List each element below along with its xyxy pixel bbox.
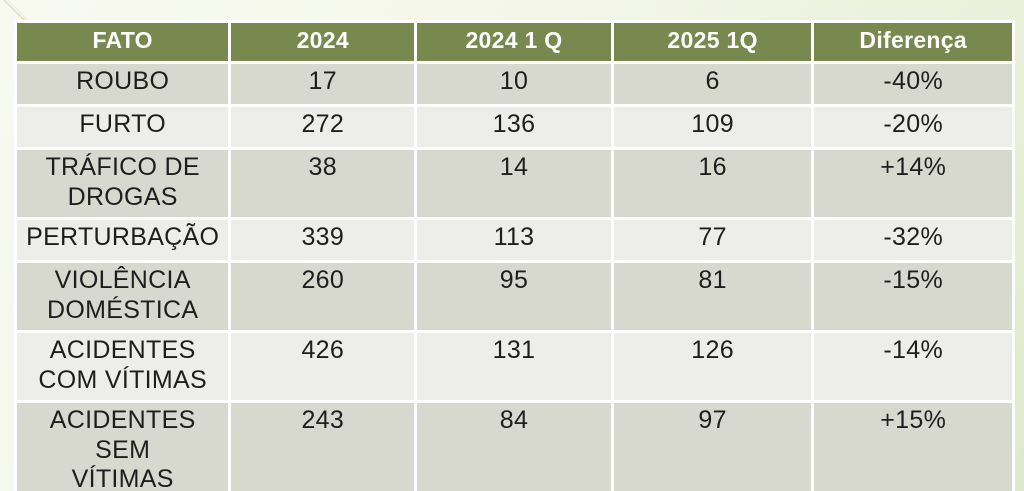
value-cell: 126 (613, 333, 812, 400)
table-row: ACIDENTES COM VÍTIMAS 426 131 126 -14% (17, 333, 1012, 400)
fato-cell: ROUBO (17, 64, 229, 104)
value-cell: -15% (814, 263, 1012, 330)
value-cell: 243 (231, 403, 415, 491)
value-cell: +15% (814, 403, 1012, 491)
value-cell: 10 (417, 64, 611, 104)
table-header-row: FATO 2024 2024 1 Q 2025 1Q Diferença (17, 23, 1012, 61)
table-row: TRÁFICO DE DROGAS 38 14 16 +14% (17, 150, 1012, 217)
value-cell: 84 (417, 403, 611, 491)
table-row: VIOLÊNCIA DOMÉSTICA 260 95 81 -15% (17, 263, 1012, 330)
value-cell: -32% (814, 220, 1012, 260)
value-cell: -20% (814, 107, 1012, 147)
fato-cell: VIOLÊNCIA DOMÉSTICA (17, 263, 229, 330)
table-row: FURTO 272 136 109 -20% (17, 107, 1012, 147)
value-cell: 113 (417, 220, 611, 260)
fato-cell: PERTURBAÇÃO (17, 220, 229, 260)
value-cell: 17 (231, 64, 415, 104)
value-cell: 16 (613, 150, 812, 217)
table-body: ROUBO 17 10 6 -40% FURTO 272 136 109 -20% TRÁFICO … (17, 64, 1012, 491)
value-cell: 272 (231, 107, 415, 147)
value-cell: 131 (417, 333, 611, 400)
value-cell: 6 (613, 64, 812, 104)
statistics-table: FATO 2024 2024 1 Q 2025 1Q Diferença ROU… (14, 20, 1015, 491)
fato-cell: TRÁFICO DE DROGAS (17, 150, 229, 217)
column-header-fato: FATO (17, 23, 229, 61)
fato-cell: ACIDENTES COM VÍTIMAS (17, 333, 229, 400)
table-row: ACIDENTES SEM VÍTIMAS 243 84 97 +15% (17, 403, 1012, 491)
fato-cell: ACIDENTES SEM VÍTIMAS (17, 403, 229, 491)
column-header-2025-1q: 2025 1Q (613, 23, 812, 61)
value-cell: 95 (417, 263, 611, 330)
value-cell: 77 (613, 220, 812, 260)
value-cell: 136 (417, 107, 611, 147)
fato-cell: FURTO (17, 107, 229, 147)
column-header-diferenca: Diferença (814, 23, 1012, 61)
column-header-2024: 2024 (231, 23, 415, 61)
value-cell: 426 (231, 333, 415, 400)
value-cell: 14 (417, 150, 611, 217)
column-header-2024-1q: 2024 1 Q (417, 23, 611, 61)
value-cell: -40% (814, 64, 1012, 104)
value-cell: 339 (231, 220, 415, 260)
table-row: PERTURBAÇÃO 339 113 77 -32% (17, 220, 1012, 260)
value-cell: 97 (613, 403, 812, 491)
statistics-table-container: FATO 2024 2024 1 Q 2025 1Q Diferença ROU… (14, 20, 1015, 491)
value-cell: 260 (231, 263, 415, 330)
value-cell: 109 (613, 107, 812, 147)
value-cell: -14% (814, 333, 1012, 400)
value-cell: +14% (814, 150, 1012, 217)
value-cell: 38 (231, 150, 415, 217)
value-cell: 81 (613, 263, 812, 330)
table-row: ROUBO 17 10 6 -40% (17, 64, 1012, 104)
